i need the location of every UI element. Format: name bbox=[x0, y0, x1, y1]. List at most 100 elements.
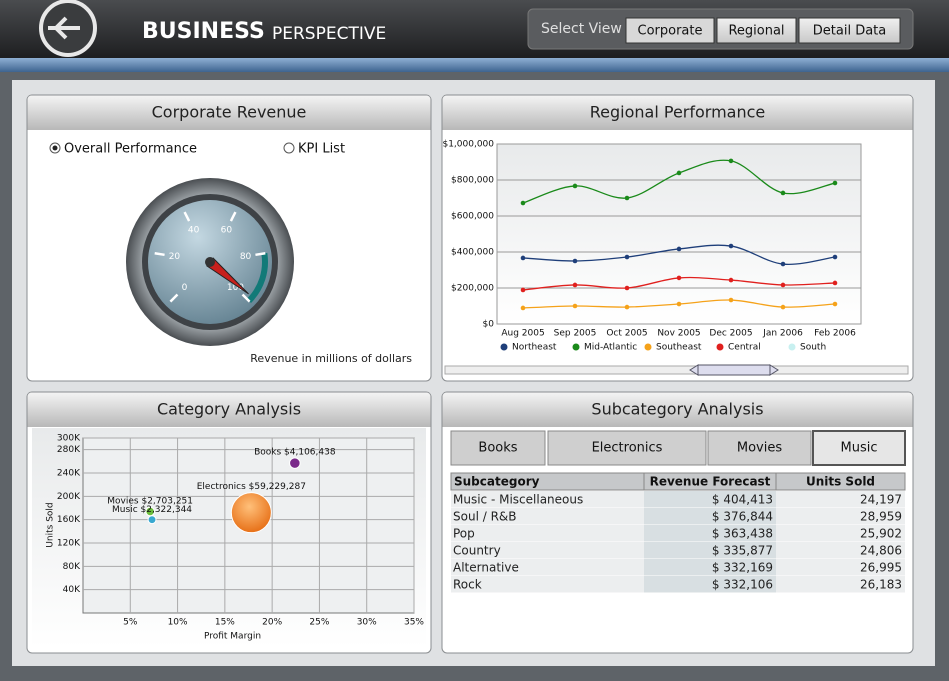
y-tick-label: $800,000 bbox=[451, 176, 494, 186]
x-tick-label: 20% bbox=[262, 618, 282, 628]
data-point bbox=[572, 183, 578, 189]
table-cell: $ 335,877 bbox=[712, 544, 773, 558]
x-tick-label: Feb 2006 bbox=[814, 329, 856, 339]
app-title: BUSINESS bbox=[142, 19, 265, 44]
data-point bbox=[780, 304, 786, 310]
x-tick-label: 35% bbox=[404, 618, 424, 628]
gauge-tick-label: 0 bbox=[182, 283, 188, 293]
data-point bbox=[728, 158, 734, 164]
gauge-tick-label: 40 bbox=[188, 225, 200, 235]
view-button-label: Detail Data bbox=[813, 24, 886, 39]
data-point bbox=[728, 243, 734, 249]
table-cell: 24,806 bbox=[860, 544, 902, 558]
gauge-tick-label: 100 bbox=[227, 283, 244, 293]
table-cell: 26,995 bbox=[860, 561, 902, 575]
panel-title: Regional Performance bbox=[590, 103, 766, 122]
table-highlight-cell bbox=[644, 542, 776, 559]
view-button[interactable] bbox=[798, 17, 901, 44]
radio-button[interactable] bbox=[283, 142, 295, 154]
bubble-label: Music $2,322,344 bbox=[112, 505, 192, 515]
data-point bbox=[520, 305, 526, 311]
table-cell: Rock bbox=[453, 578, 482, 592]
y-tick-label: $200,000 bbox=[451, 284, 494, 294]
select-view-label: Select View bbox=[541, 21, 622, 37]
gauge-tick-label: 60 bbox=[221, 225, 233, 235]
x-axis-title: Profit Margin bbox=[204, 632, 261, 642]
legend-marker bbox=[788, 343, 796, 351]
data-point bbox=[832, 254, 838, 260]
scrollbar-track[interactable] bbox=[444, 365, 909, 375]
gauge-band bbox=[246, 252, 268, 304]
x-tick-label: 5% bbox=[123, 618, 138, 628]
data-point bbox=[780, 282, 786, 288]
legend-label: Northeast bbox=[512, 343, 557, 353]
gauge-tick bbox=[229, 211, 237, 222]
data-point bbox=[676, 246, 682, 252]
table-cell: $ 332,106 bbox=[712, 578, 773, 592]
legend-marker bbox=[572, 343, 580, 351]
view-button[interactable] bbox=[716, 17, 797, 44]
tab[interactable] bbox=[450, 430, 546, 466]
bubble-label: Movies $2,703,251 bbox=[107, 497, 193, 507]
table-cell: $ 332,169 bbox=[712, 561, 773, 575]
view-button[interactable] bbox=[625, 17, 715, 44]
gauge-hub bbox=[205, 257, 215, 267]
x-tick-label: Dec 2005 bbox=[709, 329, 752, 339]
table-highlight-cell bbox=[644, 508, 776, 525]
gauge-tick bbox=[154, 252, 165, 257]
table-cell: $ 363,438 bbox=[712, 527, 773, 541]
data-point bbox=[780, 190, 786, 196]
tab[interactable] bbox=[812, 430, 906, 466]
tab[interactable] bbox=[707, 430, 812, 466]
bubble bbox=[147, 515, 157, 525]
data-point bbox=[520, 287, 526, 293]
panel-header bbox=[27, 95, 431, 130]
tab[interactable] bbox=[547, 430, 707, 466]
data-point bbox=[780, 261, 786, 267]
x-tick-label: Aug 2005 bbox=[501, 329, 544, 339]
data-point bbox=[520, 200, 526, 206]
tab-label: Movies bbox=[737, 441, 782, 456]
data-point bbox=[676, 170, 682, 176]
radio-label: Overall Performance bbox=[64, 142, 197, 157]
table-header: Subcategory bbox=[454, 475, 540, 489]
y-tick-label: 200K bbox=[57, 492, 81, 502]
header-stripe bbox=[0, 58, 949, 72]
panel-title: Corporate Revenue bbox=[152, 103, 307, 122]
legend-label: Mid-Atlantic bbox=[584, 343, 637, 353]
y-tick-label: $1,000,000 bbox=[442, 140, 494, 150]
table-highlight-cell bbox=[644, 491, 776, 508]
table-cell: Soul / R&B bbox=[453, 510, 517, 524]
scrollbar-thumb[interactable] bbox=[697, 364, 771, 376]
tab-label: Books bbox=[478, 441, 517, 456]
data-point bbox=[520, 255, 526, 261]
bubble bbox=[289, 457, 301, 469]
tab-label: Music bbox=[841, 441, 878, 456]
x-tick-label: Nov 2005 bbox=[657, 329, 700, 339]
data-point bbox=[728, 277, 734, 283]
y-tick-label: 40K bbox=[63, 585, 81, 595]
table-header: Units Sold bbox=[806, 475, 875, 489]
y-tick-label: 300K bbox=[57, 434, 81, 444]
legend-marker bbox=[644, 343, 652, 351]
y-tick-label: 160K bbox=[57, 515, 81, 525]
logo-arrow bbox=[48, 16, 80, 40]
gauge-tick-label: 20 bbox=[169, 252, 181, 262]
x-tick-label: Jan 2006 bbox=[762, 329, 803, 339]
table-highlight-cell bbox=[644, 576, 776, 593]
panel-title: Subcategory Analysis bbox=[591, 400, 763, 419]
table-cell: Pop bbox=[453, 527, 475, 541]
panel-title: Category Analysis bbox=[157, 400, 301, 419]
scrollbar-arrows bbox=[689, 364, 779, 376]
view-button-label: Regional bbox=[728, 24, 784, 39]
data-point bbox=[676, 275, 682, 281]
table-highlight-cell bbox=[644, 559, 776, 576]
table-cell: 28,959 bbox=[860, 510, 902, 524]
data-point bbox=[624, 195, 630, 201]
table-cell: Alternative bbox=[453, 561, 519, 575]
table-cell: 24,197 bbox=[860, 493, 902, 507]
y-tick-label: $0 bbox=[483, 320, 495, 330]
gauge-tick bbox=[255, 252, 266, 257]
